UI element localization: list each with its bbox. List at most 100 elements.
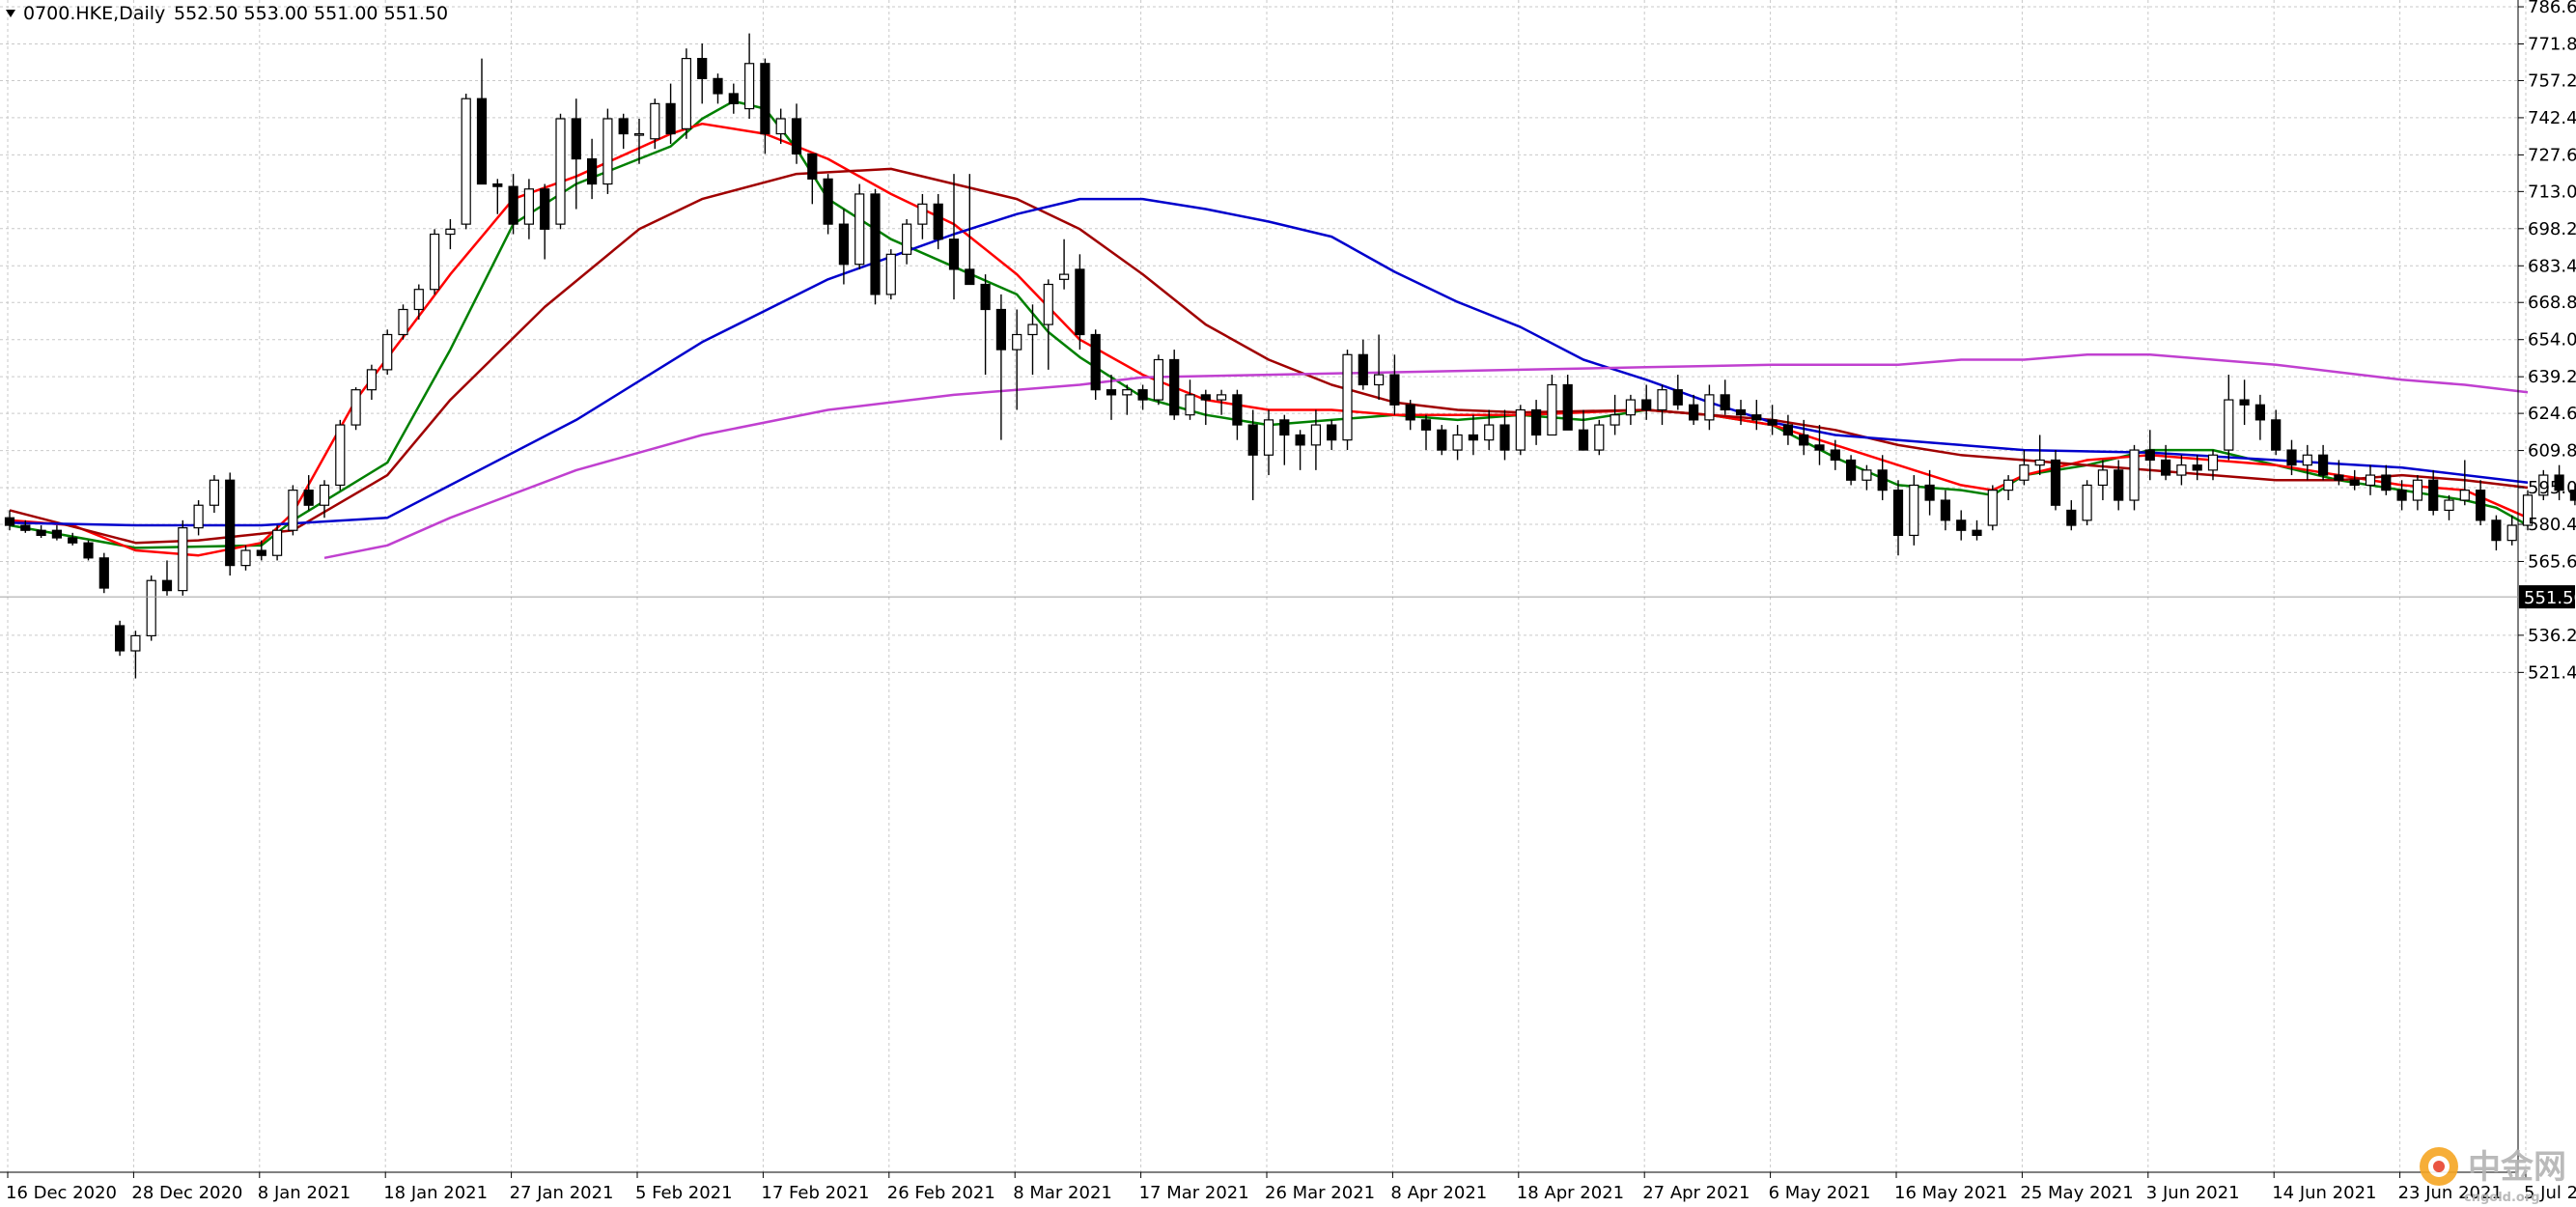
candle: [83, 540, 94, 561]
candle: [1735, 400, 1747, 426]
candle-body-down: [2114, 469, 2124, 501]
date-tick-label: 18 Apr 2021: [1517, 1183, 1624, 1203]
price-tick-label: 683.40: [2528, 256, 2576, 276]
price-tick-label: 624.60: [2528, 404, 2576, 424]
candle-body-down: [2271, 419, 2282, 451]
candle-body-down: [2381, 474, 2392, 491]
candle: [1075, 254, 1085, 351]
candle: [2034, 435, 2045, 476]
date-tick-label: 16 Dec 2020: [6, 1183, 117, 1203]
ohlc-readout: 552.50 553.00 551.00 551.50: [174, 3, 448, 24]
candle: [2538, 469, 2549, 501]
candle-body-down: [1169, 358, 1180, 416]
candle: [1137, 384, 1148, 410]
candle: [2271, 409, 2282, 456]
candle: [965, 174, 975, 286]
candle-body-down: [728, 93, 739, 104]
candle-body-up: [1987, 490, 1998, 526]
candle: [350, 387, 361, 431]
price-tick-label: 727.60: [2528, 145, 2576, 165]
candle-body-up: [1452, 434, 1463, 451]
candle: [2050, 450, 2061, 511]
candle: [240, 545, 251, 571]
candle: [2318, 444, 2329, 481]
candle-body-up: [272, 529, 283, 556]
candle-body-down: [2334, 474, 2344, 481]
candle: [807, 153, 818, 205]
candle-body-up: [650, 102, 660, 140]
candle-body-down: [1405, 404, 1415, 421]
candle-body-down: [1420, 419, 1432, 431]
candle: [775, 108, 786, 144]
candle: [1562, 375, 1573, 431]
candle-body-up: [775, 118, 786, 135]
candle-body-up: [901, 223, 912, 255]
candle-body-down: [1358, 353, 1368, 386]
candle: [1310, 409, 1322, 470]
candle-body-up: [1484, 424, 1495, 441]
candle: [2444, 494, 2454, 520]
price-tick-label: 595.00: [2528, 478, 2576, 498]
candle: [933, 193, 943, 250]
candle: [1342, 350, 1353, 451]
candle-body-down: [2318, 454, 2329, 476]
candle-body-down: [838, 223, 850, 266]
price-tick-label: 639.20: [2528, 367, 2576, 387]
candle: [743, 33, 755, 119]
candle: [366, 364, 377, 401]
candle-body-down: [1688, 404, 1699, 421]
date-tick-label: 18 Jan 2021: [383, 1183, 488, 1203]
candle-body-down: [1562, 383, 1573, 431]
candle: [1987, 485, 1998, 531]
candle-body-down: [2239, 399, 2250, 406]
candle: [225, 472, 236, 576]
candle: [272, 525, 283, 561]
candle: [146, 575, 156, 641]
candle-body-down: [161, 579, 173, 592]
candle-body-up: [350, 389, 361, 426]
candle-body-up: [523, 188, 535, 225]
candle-body-up: [2224, 399, 2234, 451]
date-tick-label: 26 Mar 2021: [1265, 1183, 1375, 1203]
candle-body-down: [2161, 459, 2171, 476]
price-tick-label: 713.00: [2528, 182, 2576, 202]
candle-body-up: [1342, 353, 1353, 441]
candle: [114, 620, 126, 657]
candle: [1216, 389, 1227, 415]
triangle-down-icon[interactable]: [6, 10, 15, 17]
candle: [2459, 460, 2470, 506]
candle-body-down: [1389, 374, 1400, 406]
candle: [697, 42, 708, 104]
candle: [1657, 384, 1667, 426]
candle: [2176, 455, 2187, 486]
candle-body-down: [1956, 519, 1967, 531]
date-tick-label: 8 Mar 2021: [1013, 1183, 1112, 1203]
cngold-logo-icon: [2420, 1147, 2458, 1186]
candle: [948, 174, 960, 300]
candle: [1153, 354, 1164, 406]
candle-body-down: [586, 157, 598, 185]
candle: [303, 475, 314, 511]
candle: [2066, 500, 2077, 531]
candle-body-down: [1641, 399, 1652, 411]
candle-body-down: [760, 63, 770, 135]
candle: [681, 48, 692, 139]
candle: [586, 138, 598, 200]
candle-body-down: [1106, 389, 1117, 396]
candle: [2003, 475, 2014, 501]
candle-body-down: [1075, 268, 1085, 336]
candle-body-up: [335, 424, 346, 487]
candle-body-down: [225, 479, 236, 567]
candle: [2144, 430, 2155, 481]
candle-body-down: [1437, 429, 1447, 451]
candle-body-down: [1814, 444, 1825, 451]
date-tick-label: 14 Jun 2021: [2272, 1183, 2376, 1203]
candle: [885, 249, 896, 300]
candle: [1185, 379, 1195, 420]
candle-body-down: [1137, 389, 1148, 401]
candle: [2286, 439, 2297, 476]
candle: [2224, 375, 2234, 461]
candle: [319, 480, 330, 519]
candle: [901, 218, 912, 265]
